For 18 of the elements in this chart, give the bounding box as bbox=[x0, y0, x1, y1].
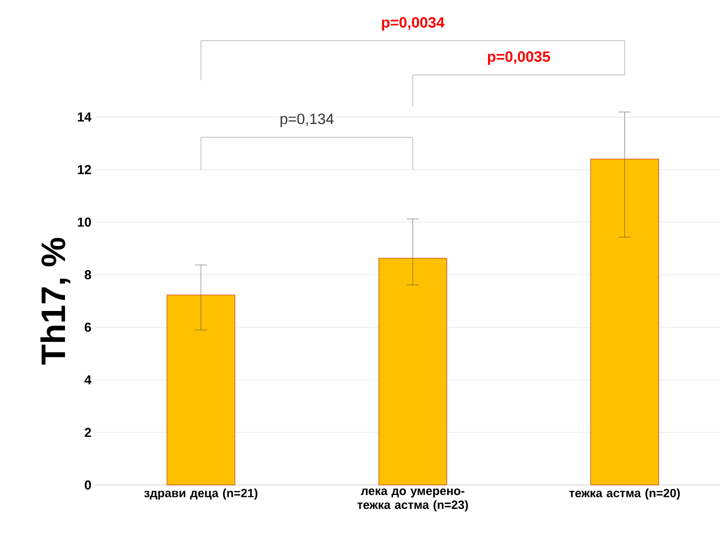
y-tick-label: 6 bbox=[84, 322, 92, 332]
y-tick-label: 12 bbox=[78, 165, 91, 174]
y-tick-label: 0 bbox=[84, 480, 91, 490]
x-tick-label: здрави деца (n=21) bbox=[144, 488, 258, 500]
y-tick-label: 4 bbox=[84, 375, 92, 384]
bar bbox=[590, 158, 659, 486]
bar bbox=[378, 258, 448, 486]
y-tick-label: 10 bbox=[78, 218, 91, 227]
annotation: p=0,134 bbox=[280, 114, 334, 128]
y-axis-title: Th17, % bbox=[40, 238, 70, 365]
x-tick-label: тежка астма (n=20) bbox=[569, 488, 680, 500]
y-tick-label: 2 bbox=[84, 428, 91, 437]
y-tick-label: 14 bbox=[78, 112, 92, 122]
bar bbox=[166, 294, 236, 486]
x-tick-label: лека до умерено-тежка астма (n=23) bbox=[357, 488, 468, 512]
y-tick-label: 8 bbox=[84, 270, 92, 280]
text: p=0,0035 bbox=[488, 51, 550, 65]
text: p=0,0034 bbox=[382, 17, 445, 31]
